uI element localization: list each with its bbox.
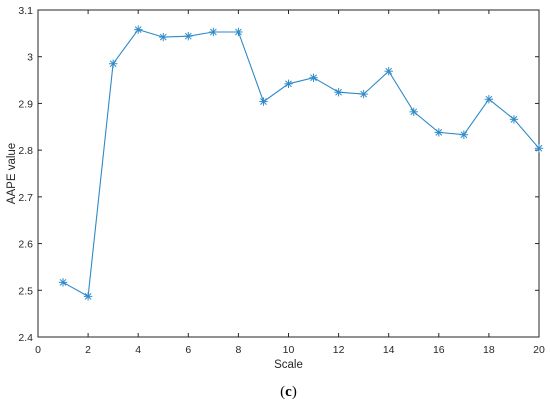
- plot-frame: [37, 9, 540, 338]
- x-tick-label: 14: [383, 344, 395, 356]
- data-point-marker: [509, 115, 519, 124]
- x-tick-label: 6: [185, 344, 191, 356]
- series-markers-group: [58, 25, 544, 301]
- y-tick-label: 2.8: [18, 145, 33, 157]
- series-line-group: [62, 28, 540, 298]
- y-tick-label: 2.5: [18, 285, 33, 297]
- x-tick-label: 10: [283, 344, 295, 356]
- data-point-marker: [259, 97, 268, 106]
- data-point-marker: [134, 25, 143, 34]
- x-tick-label: 18: [483, 344, 495, 356]
- caption-letter: c: [285, 384, 292, 400]
- data-point-marker: [359, 89, 368, 99]
- data-point-marker: [284, 79, 293, 89]
- plot-area: [37, 9, 540, 338]
- x-tick-label: 16: [433, 344, 445, 356]
- y-tick-label: 2.9: [18, 98, 33, 110]
- y-axis-label: AAPE value: [6, 143, 18, 204]
- x-tick-label: 8: [235, 344, 241, 356]
- data-point-marker: [108, 59, 118, 68]
- x-tick-label: 20: [533, 344, 545, 356]
- data-point-marker: [309, 73, 318, 82]
- x-tick-label: 4: [135, 344, 141, 356]
- y-tick-label: 3.1: [18, 5, 33, 17]
- y-tick-label: 2.6: [18, 239, 33, 251]
- caption-open-paren: (: [280, 384, 285, 400]
- data-point-marker: [58, 278, 68, 287]
- data-point-marker: [184, 31, 193, 41]
- x-tick-label: 2: [85, 344, 91, 356]
- data-point-marker: [384, 66, 393, 76]
- x-axis-label: Scale: [274, 359, 303, 371]
- x-axis-ticks: 0 2 4 6 8 10 12 14 16 18 20: [35, 10, 545, 356]
- series-line: [62, 28, 540, 298]
- y-tick-label: 2.7: [18, 192, 33, 204]
- data-point-marker: [209, 27, 218, 37]
- x-tick-label: 0: [35, 344, 41, 356]
- y-tick-label: 3: [27, 52, 33, 64]
- data-point-marker: [159, 32, 168, 42]
- data-point-marker: [534, 144, 544, 153]
- data-point-marker: [459, 130, 469, 139]
- y-tick-label: 2.4: [18, 332, 33, 344]
- caption-close-paren: ): [292, 384, 297, 400]
- x-tick-label: 12: [333, 344, 345, 356]
- figure-caption: (c): [280, 384, 297, 400]
- y-axis-ticks: 2.4 2.5 2.6 2.7 2.8 2.9 3 3.1: [18, 5, 539, 344]
- data-point-marker: [484, 95, 494, 104]
- data-point-marker: [334, 88, 343, 97]
- data-point-marker: [434, 128, 443, 137]
- data-point-marker: [234, 27, 243, 37]
- data-point-marker: [409, 107, 418, 117]
- data-point-marker: [83, 292, 93, 301]
